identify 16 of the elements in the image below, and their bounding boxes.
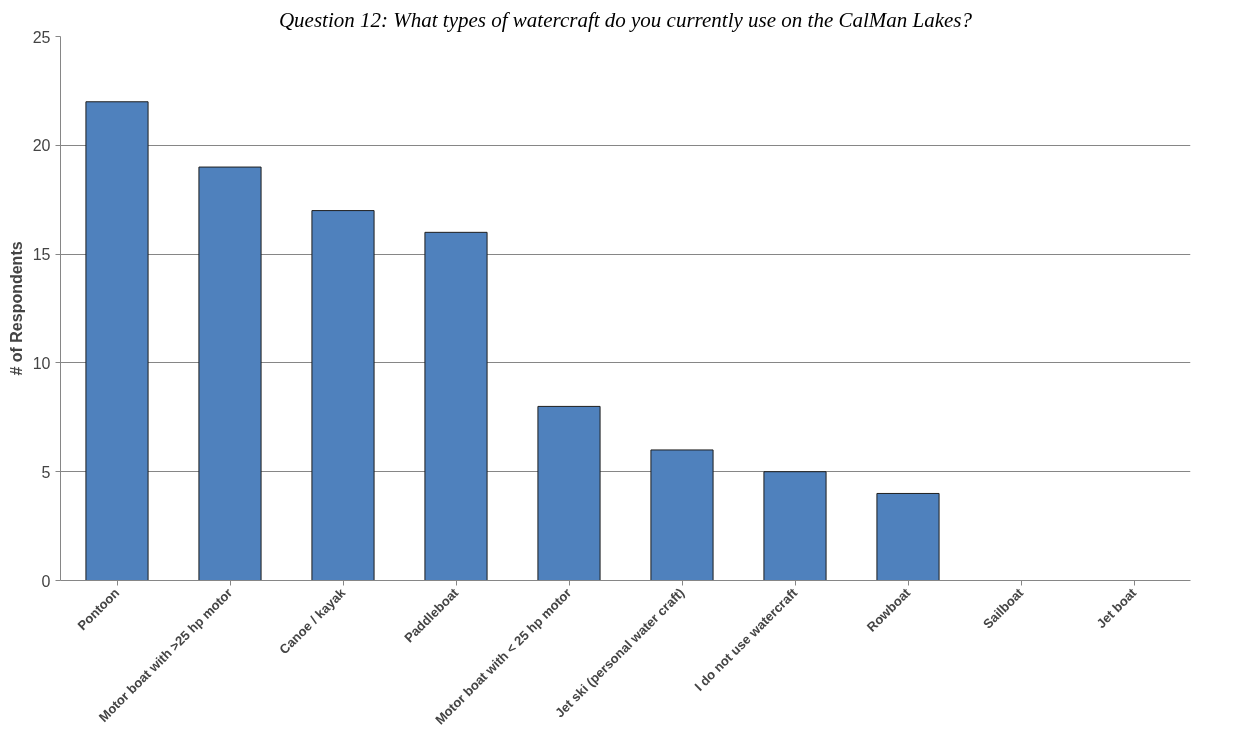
y-tick-label: 20 xyxy=(32,137,51,155)
bar xyxy=(85,101,149,581)
bar xyxy=(876,492,940,581)
y-tick-label: 15 xyxy=(32,246,51,264)
y-axis-title: # of Respondents xyxy=(7,241,25,376)
y-tick-label: 5 xyxy=(41,463,51,481)
y-tick-label: 10 xyxy=(32,354,51,372)
y-tick-label: 0 xyxy=(41,572,51,590)
y-tick-label: 25 xyxy=(32,28,51,46)
bar xyxy=(311,210,375,581)
bar xyxy=(537,405,601,581)
bar xyxy=(198,166,262,581)
bar xyxy=(763,471,827,581)
bar xyxy=(424,231,488,581)
chart-title: Question 12: What types of watercraft do you currently use on the CalMan Lakes? xyxy=(278,7,973,32)
bar xyxy=(650,449,714,581)
